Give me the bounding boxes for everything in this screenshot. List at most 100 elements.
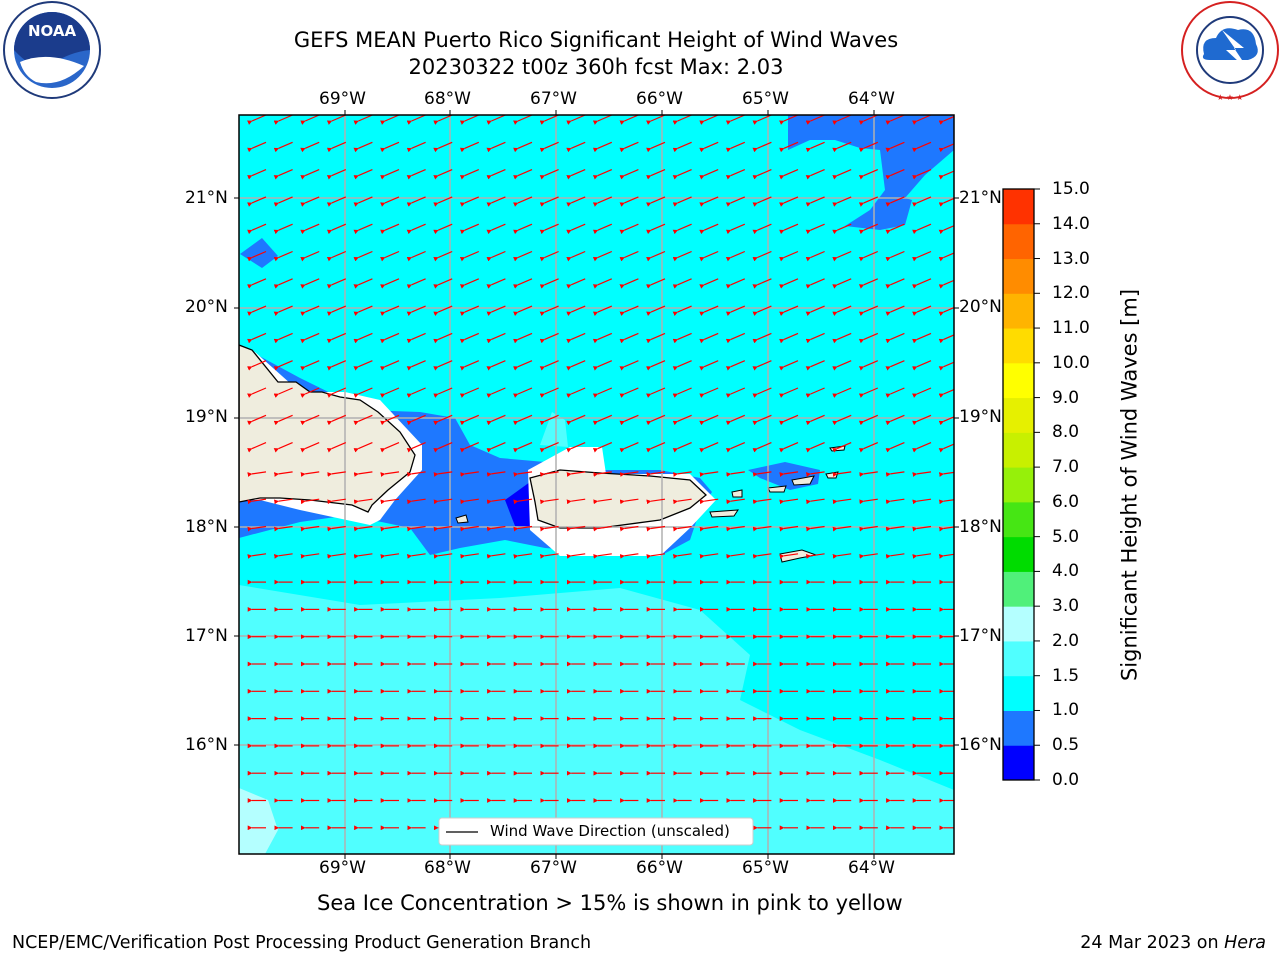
wind-arrow bbox=[247, 169, 267, 180]
wind-arrow bbox=[353, 387, 373, 398]
wind-arrow bbox=[938, 225, 954, 235]
wind-arrow bbox=[486, 223, 506, 235]
wind-arrow bbox=[672, 442, 692, 453]
wind-arrow bbox=[912, 115, 932, 125]
wind-arrow bbox=[273, 471, 293, 477]
wind-arrow bbox=[273, 278, 293, 289]
wind-arrow bbox=[353, 115, 373, 125]
wind-arrow bbox=[725, 305, 746, 317]
wind-arrow bbox=[486, 471, 506, 477]
lon-label-68w-top: 68°W bbox=[424, 89, 471, 109]
wind-arrow bbox=[459, 387, 480, 398]
wind-arrow bbox=[247, 360, 267, 371]
wind-arrow bbox=[592, 141, 613, 153]
wind-arrow bbox=[433, 115, 453, 125]
wind-arrow bbox=[300, 278, 320, 289]
wind-arrow bbox=[912, 141, 932, 153]
wind-arrow bbox=[699, 278, 719, 289]
wind-arrow bbox=[459, 250, 480, 262]
wind-arrow bbox=[858, 250, 879, 262]
wind-arrow bbox=[592, 360, 613, 371]
wind-arrow bbox=[672, 278, 692, 289]
wind-arrow bbox=[885, 223, 905, 235]
wind-arrow bbox=[300, 414, 320, 426]
wind-arrow bbox=[885, 442, 905, 453]
wind-arrow bbox=[779, 278, 799, 289]
wind-arrow bbox=[619, 305, 639, 317]
wind-arrow bbox=[779, 332, 799, 344]
wind-arrow bbox=[433, 223, 453, 235]
wind-arrow bbox=[832, 115, 852, 125]
wind-arrow bbox=[247, 305, 267, 317]
wind-arrow bbox=[672, 305, 692, 317]
wind-arrow bbox=[619, 553, 639, 559]
colorbar-segment bbox=[1003, 258, 1034, 294]
wind-arrow bbox=[486, 360, 506, 371]
wind-arrow bbox=[725, 115, 746, 125]
wind-arrow bbox=[779, 305, 799, 317]
lon-label-65w-top: 65°W bbox=[742, 89, 789, 109]
wind-arrow bbox=[912, 360, 932, 371]
wind-arrow bbox=[779, 196, 799, 207]
land-tortola bbox=[791, 475, 815, 486]
wind-arrow bbox=[380, 196, 400, 207]
wind-arrow bbox=[805, 471, 825, 477]
wind-arrow bbox=[726, 498, 745, 505]
wind-arrow bbox=[672, 498, 692, 505]
wind-arrow bbox=[672, 525, 692, 532]
wind-arrow bbox=[486, 332, 506, 344]
wind-arrow bbox=[326, 442, 347, 453]
wind-arrow bbox=[938, 252, 954, 262]
wind-arrow bbox=[300, 141, 320, 153]
wind-arrow bbox=[513, 115, 533, 125]
wind-arrow bbox=[433, 414, 453, 426]
wind-arrow bbox=[752, 360, 772, 371]
wind-arrow bbox=[858, 223, 879, 235]
wind-arrow bbox=[513, 387, 533, 398]
wind-arrow bbox=[566, 414, 586, 426]
wind-arrow bbox=[300, 223, 320, 235]
wind-arrow bbox=[273, 250, 293, 262]
wind-arrow bbox=[646, 498, 666, 505]
wind-arrow bbox=[699, 498, 719, 505]
wind-arrow bbox=[752, 471, 772, 477]
wind-arrow bbox=[513, 553, 533, 559]
wind-arrow bbox=[353, 196, 373, 207]
wind-arrow bbox=[646, 115, 666, 125]
wind-arrow bbox=[326, 360, 347, 371]
axis-ticks bbox=[234, 110, 959, 859]
wind-arrow bbox=[805, 169, 825, 180]
wind-arrow bbox=[460, 553, 479, 559]
wind-arrow bbox=[539, 498, 559, 505]
wind-arrow bbox=[858, 115, 879, 125]
wind-arrow bbox=[619, 115, 639, 125]
wind-arrow bbox=[353, 332, 373, 344]
wind-arrow bbox=[433, 278, 453, 289]
wind-arrow bbox=[779, 360, 799, 371]
colorbar-tick-label: 11.0 bbox=[1052, 318, 1090, 339]
wind-arrow bbox=[353, 360, 373, 371]
wind-arrow bbox=[912, 525, 932, 532]
wind-arrow bbox=[672, 553, 692, 559]
colorbar-segment bbox=[1003, 745, 1034, 781]
lat-label-18n-left: 18°N bbox=[185, 517, 228, 537]
wind-arrow bbox=[938, 471, 954, 477]
wind-arrow bbox=[646, 414, 666, 426]
wind-arrow bbox=[566, 223, 586, 235]
wind-arrow bbox=[779, 414, 799, 426]
wind-arrow bbox=[486, 553, 506, 559]
wind-arrow bbox=[885, 525, 905, 532]
wind-arrow bbox=[752, 169, 772, 180]
wind-arrow bbox=[273, 414, 293, 426]
wind-arrow bbox=[273, 196, 293, 207]
wind-arrow bbox=[433, 250, 453, 262]
wind-arrow bbox=[859, 553, 878, 559]
colorbar-ticks bbox=[1034, 188, 1040, 781]
lat-label-21n-right: 21°N bbox=[959, 188, 1002, 208]
wind-arrow bbox=[539, 196, 559, 207]
colorbar-tick-label: 10.0 bbox=[1052, 352, 1090, 373]
wind-arrow bbox=[380, 169, 400, 180]
wind-arrow bbox=[380, 498, 400, 505]
colorbar-segment bbox=[1003, 501, 1034, 538]
wind-arrow bbox=[885, 169, 905, 180]
